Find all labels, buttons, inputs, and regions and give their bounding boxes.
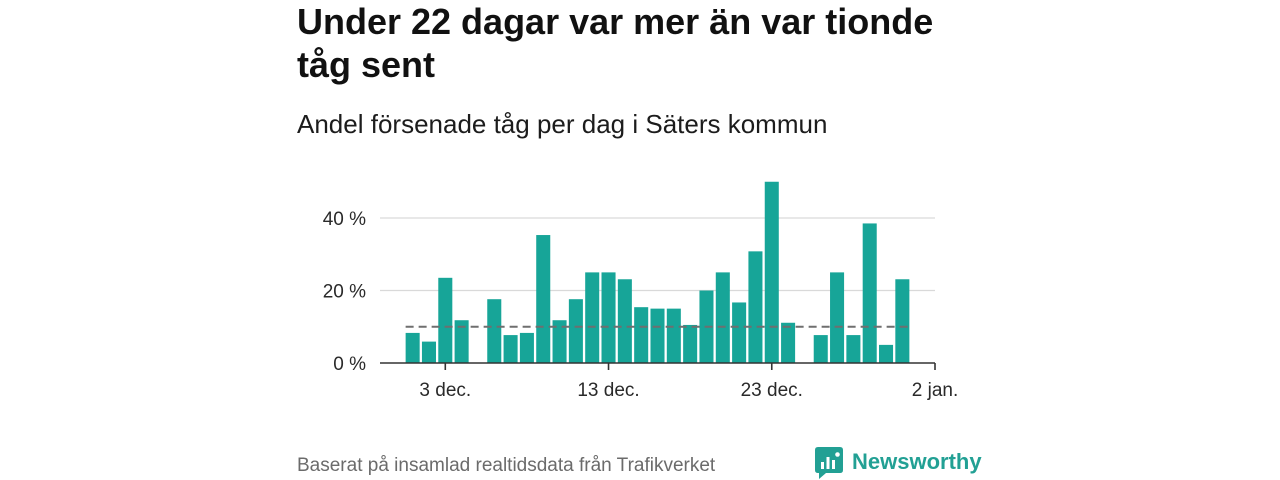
bar-27-dec [830,272,845,364]
y-tick-label: 20 % [323,282,366,303]
source-note: Baserat på insamlad realtidsdata från Tr… [297,455,716,476]
bar-30-dec [879,344,894,364]
bar-4-dec [454,320,469,363]
bar-13-dec [601,272,616,364]
bar-20-dec [715,272,730,364]
bar-11-dec [568,299,583,363]
bar-14-dec [617,279,632,363]
bar-15-dec [634,307,649,363]
chart-speech-bubble-icon [815,447,843,479]
chart-title: Under 22 dagar var mer än var tionde tåg… [297,1,934,85]
newsworthy-logo: Newsworthy [815,447,982,479]
bar-10-dec [552,320,567,363]
bar-29-dec [862,223,877,363]
x-axis: 3 dec. 13 dec. 23 dec. 2 jan. [380,362,958,401]
logo-bar-shape [826,457,830,469]
bar-16-dec [650,308,665,364]
x-tick-label: 23 dec. [741,380,803,401]
bar-6-dec [487,299,502,363]
logo-bar-shape [821,462,824,469]
bar-8-dec [519,332,534,363]
bar-21-dec [732,302,747,363]
x-tick-label: 3 dec. [419,380,471,401]
bar-24-dec [781,322,796,363]
logo-dot-shape [835,452,840,457]
x-tick-label: 13 dec. [577,380,639,401]
logo-wordmark: Newsworthy [852,449,982,474]
y-tick-label: 0 % [333,354,366,375]
gridlines [380,217,935,292]
bar-28-dec [846,335,861,363]
bar-9-dec [536,235,551,363]
bar-22-dec [748,251,763,363]
bars [405,181,910,364]
bar-chart: 3 dec. 13 dec. 23 dec. 2 jan. 0 % 20 % 40 % [323,181,958,401]
bar-17-dec [666,308,681,364]
bar-3-dec [438,277,453,363]
bar-1-dec [405,332,420,363]
chart-subtitle: Andel försenade tåg per dag i Säters kom… [297,109,828,139]
logo-bar-shape [832,460,835,469]
bar-18-dec [683,324,698,363]
bar-7-dec [503,335,518,363]
bar-26-dec [813,335,828,363]
bar-12-dec [585,272,600,364]
y-axis-labels: 0 % 20 % 40 % [323,209,366,375]
bar-2-dec [421,341,436,363]
x-tick-label: 2 jan. [912,380,958,401]
y-tick-label: 40 % [323,209,366,230]
bar-23-dec [764,181,779,363]
bar-31-dec [895,279,910,363]
